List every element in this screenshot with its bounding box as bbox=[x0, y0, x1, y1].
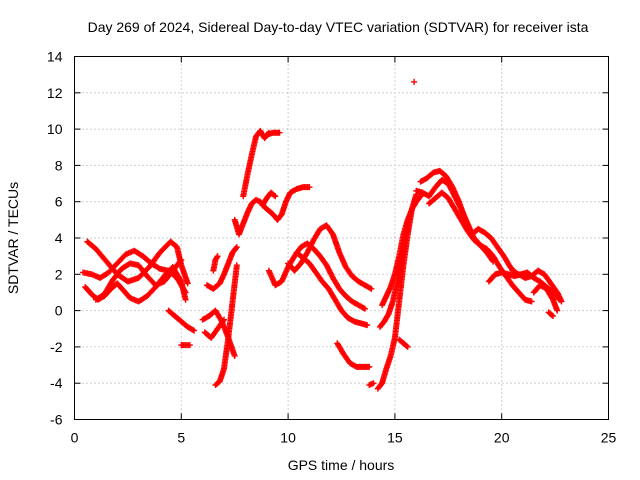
y-tick-label: 14 bbox=[47, 49, 63, 65]
y-tick-label: -2 bbox=[50, 339, 63, 355]
y-tick-label: 12 bbox=[47, 85, 63, 101]
series-track-12 bbox=[231, 184, 313, 238]
data-point bbox=[271, 192, 278, 199]
data-point bbox=[411, 78, 418, 85]
data-point bbox=[184, 280, 191, 287]
data-point bbox=[528, 298, 535, 305]
series-track-6 bbox=[178, 342, 193, 349]
data-point bbox=[231, 352, 238, 359]
x-tick-label: 5 bbox=[177, 430, 185, 446]
series-track-32 bbox=[545, 309, 556, 320]
series-track-2 bbox=[80, 247, 189, 296]
data-point bbox=[272, 193, 279, 200]
data-point bbox=[558, 298, 565, 305]
data-point bbox=[404, 343, 411, 350]
data-point bbox=[554, 307, 561, 314]
x-axis-label: GPS time / hours bbox=[288, 457, 395, 473]
series-track-14 bbox=[263, 129, 283, 138]
series-track-7 bbox=[203, 244, 240, 292]
data-point bbox=[360, 305, 367, 312]
y-tick-label: 8 bbox=[55, 157, 63, 173]
data-point bbox=[186, 342, 193, 349]
data-point bbox=[214, 253, 221, 260]
data-point bbox=[370, 380, 377, 387]
grid bbox=[74, 56, 609, 420]
series-track-4 bbox=[92, 256, 185, 303]
y-tick-label: 4 bbox=[55, 230, 63, 246]
x-tick-label: 0 bbox=[71, 430, 79, 446]
series-track-10 bbox=[212, 262, 240, 389]
x-tick-label: 20 bbox=[494, 430, 510, 446]
y-tick-label: 10 bbox=[47, 121, 63, 137]
data-point bbox=[233, 244, 240, 251]
x-tick-label: 25 bbox=[601, 430, 617, 446]
y-tick-label: 0 bbox=[55, 303, 63, 319]
series-track-31 bbox=[530, 282, 561, 314]
series-track-11 bbox=[210, 253, 221, 274]
chart-title: Day 269 of 2024, Sidereal Day-to-day VTE… bbox=[88, 19, 589, 35]
data-point bbox=[361, 305, 368, 312]
data-point bbox=[220, 317, 227, 324]
data-point bbox=[191, 327, 198, 334]
series-track-23 bbox=[379, 193, 424, 309]
data-point bbox=[233, 262, 240, 269]
series-track-17 bbox=[285, 222, 375, 292]
series-track-9 bbox=[201, 316, 228, 341]
data-point bbox=[364, 322, 371, 329]
series-track-18 bbox=[293, 249, 371, 329]
y-tick-label: -4 bbox=[50, 375, 63, 391]
y-tick-label: 2 bbox=[55, 266, 63, 282]
data-point bbox=[178, 256, 185, 263]
y-tick-labels: -6 -4 -2 0 2 4 6 8 10 12 14 bbox=[47, 49, 63, 428]
x-tick-label: 10 bbox=[280, 430, 296, 446]
data-point bbox=[549, 313, 556, 320]
series-track-13 bbox=[240, 127, 272, 200]
data-point bbox=[182, 296, 189, 303]
data-point bbox=[189, 326, 196, 333]
series-track-19 bbox=[334, 340, 373, 370]
data-point bbox=[276, 129, 283, 136]
x-tick-labels: 0 5 10 15 20 25 bbox=[71, 430, 617, 446]
y-tick-label: 6 bbox=[55, 194, 63, 210]
series-track-15 bbox=[259, 189, 279, 209]
data-point bbox=[548, 312, 555, 319]
tick-marks bbox=[74, 56, 609, 420]
y-tick-label: -6 bbox=[50, 412, 63, 428]
series-track-24 bbox=[396, 336, 411, 350]
data-point bbox=[232, 245, 239, 252]
data-points bbox=[80, 78, 565, 392]
data-point bbox=[306, 184, 313, 191]
data-point bbox=[177, 257, 184, 264]
series-track-5 bbox=[165, 307, 198, 334]
series-track-27 bbox=[413, 176, 497, 265]
y-axis-label: SDTVAR / TECUs bbox=[5, 182, 21, 294]
data-point bbox=[416, 194, 423, 201]
series-track-25 bbox=[411, 78, 418, 85]
x-tick-label: 15 bbox=[387, 430, 403, 446]
series-track-28 bbox=[426, 189, 535, 305]
data-point bbox=[403, 342, 410, 349]
series-track-20 bbox=[366, 380, 377, 389]
data-point bbox=[368, 285, 375, 292]
series-track-30 bbox=[509, 267, 565, 305]
data-point bbox=[221, 316, 228, 323]
data-point bbox=[366, 363, 373, 370]
data-point bbox=[367, 285, 374, 292]
data-point bbox=[213, 254, 220, 261]
